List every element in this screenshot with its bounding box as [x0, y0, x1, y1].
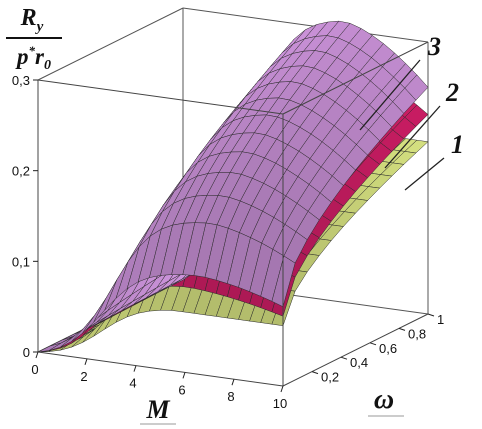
x-tick-label: 0: [31, 362, 38, 377]
x-tick-mark: [280, 385, 284, 393]
box-front-edge-1: [282, 313, 429, 387]
x-tick-label: 10: [273, 396, 287, 411]
x-tick-label: 8: [227, 389, 234, 404]
legend-leader-1: [404, 157, 445, 191]
x-tick-mark: [35, 351, 39, 359]
surface-series-3: [37, 20, 429, 353]
z-tick-label: 0,3: [12, 73, 30, 88]
box-front-edge-5: [282, 41, 429, 115]
x-tick-label: 6: [178, 382, 185, 397]
x-tick-label: 2: [80, 369, 87, 384]
legend-label-1: 1: [451, 130, 464, 159]
legend-leader-2: [384, 105, 441, 169]
y-tick-label: 1: [437, 312, 444, 327]
legend-label-2: 2: [445, 78, 459, 107]
x-tick-mark: [182, 372, 186, 379]
z-tick-label: 0: [23, 345, 30, 360]
legend-leader-3: [359, 59, 421, 131]
x-tick-mark: [231, 379, 235, 386]
y-tick-label: 0,8: [408, 326, 426, 341]
y-tick-mark: [398, 327, 406, 331]
x-axis-label: M: [145, 395, 170, 424]
y-tick-label: 0,2: [321, 370, 339, 385]
y-tick-mark: [369, 342, 377, 346]
y-tick-label: 0,4: [350, 355, 368, 370]
z-axis-label-denominator: p*r0: [15, 43, 51, 73]
z-axis-label-numerator: Ry: [20, 5, 44, 35]
x-tick-label: 4: [129, 376, 136, 391]
x-tick-mark: [133, 365, 137, 372]
box-back-edge-3: [37, 7, 184, 81]
box-back-edge-4: [182, 7, 429, 43]
box-front-edge-3: [37, 79, 284, 115]
x-tick-mark: [84, 358, 88, 365]
box-front-edge-0: [37, 351, 284, 387]
z-tick-label: 0,1: [12, 254, 30, 269]
y-tick-label: 0,6: [379, 341, 397, 356]
legend-label-3: 3: [427, 32, 441, 61]
y-tick-mark: [311, 371, 319, 375]
y-axis-label: ω: [374, 384, 394, 415]
z-tick-label: 0,2: [12, 164, 30, 179]
y-tick-mark: [427, 313, 435, 317]
y-tick-mark: [340, 356, 348, 360]
